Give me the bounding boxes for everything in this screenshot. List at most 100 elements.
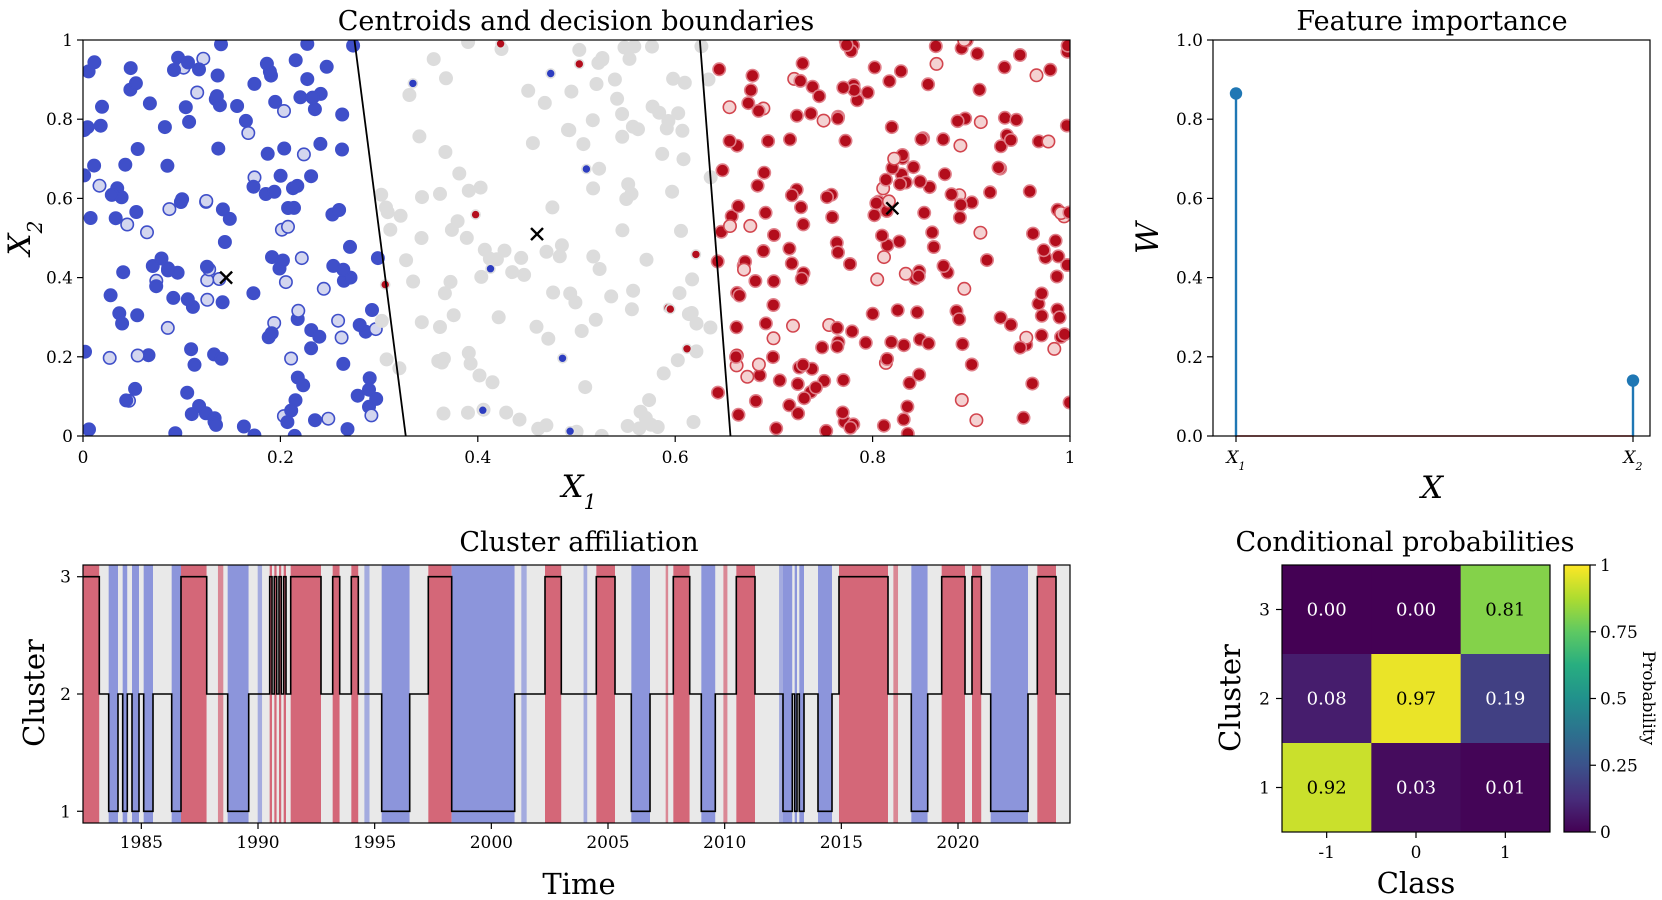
scatter-point (1057, 327, 1070, 342)
scatter-point (743, 83, 758, 98)
scatter-point (617, 40, 632, 55)
scatter-point (166, 290, 181, 305)
scatter-panel: Centroids and decision boundaries 0 0.2 0.… (2, 6, 1075, 514)
scatter-point (805, 79, 820, 94)
scatter-point (432, 319, 447, 334)
scatter-point (278, 275, 293, 290)
scatter-point (1047, 341, 1062, 356)
feature-importance-panel: Feature importance X1 X2 0.00.20.40.60.81… (1130, 6, 1651, 506)
scatter-point (437, 286, 452, 301)
scatter-point (586, 249, 601, 264)
scatter-point (497, 243, 512, 258)
scatter-point (432, 186, 447, 201)
scatter-point (180, 385, 195, 400)
centroid-marker (219, 270, 233, 285)
scatter-point (1003, 133, 1018, 148)
scatter-point (867, 60, 882, 75)
scatter-point (794, 271, 809, 286)
scatter-point (474, 269, 489, 284)
scatter-point (438, 145, 453, 160)
scatter-point (722, 219, 737, 234)
scatter-point (304, 341, 319, 356)
scatter-point (115, 316, 130, 331)
scatter-point (545, 68, 557, 79)
scatter-point (970, 46, 985, 61)
stem-x-label: X (1419, 470, 1445, 506)
scatter-point (1052, 310, 1067, 325)
heatmap-cell-label: 0.92 (1307, 778, 1347, 799)
heatmap-cell-label: 0.01 (1485, 778, 1525, 799)
scatter-point (997, 110, 1012, 125)
scatter-point (925, 225, 940, 240)
scatter-y-ticks: 0 0.2 0.4 0.6 0.8 1 (46, 31, 83, 447)
scatter-point (589, 77, 604, 92)
class-band (631, 565, 650, 823)
class-band (171, 565, 181, 823)
scatter-point (1060, 40, 1070, 53)
scatter-point (545, 200, 560, 215)
scatter-point (123, 61, 138, 76)
scatter-point (964, 357, 979, 372)
scatter-point (87, 55, 102, 70)
scatter-point (957, 281, 972, 296)
class-band (83, 565, 100, 823)
scatter-point (748, 273, 763, 288)
scatter-point (624, 302, 639, 317)
centroid-stroke (219, 270, 233, 285)
y-tick-label: 3 (1259, 601, 1270, 621)
scatter-point (588, 312, 603, 327)
scatter-point (178, 100, 193, 115)
affiliation-title: Cluster affiliation (459, 527, 698, 558)
scatter-point (277, 141, 292, 156)
scatter-point (677, 75, 692, 90)
heatmap-x-ticks: -1 0 1 (1318, 832, 1511, 863)
x-tick-label: 0.4 (464, 448, 491, 468)
scatter-point (332, 203, 347, 218)
scatter-point (184, 407, 199, 422)
heatmap-cell (1282, 743, 1372, 833)
scatter-point (928, 40, 943, 54)
scatter-point (346, 40, 361, 53)
scatter-point (236, 419, 251, 434)
scatter-point (681, 343, 693, 355)
scatter-point (876, 418, 891, 433)
scatter-point (160, 320, 175, 335)
x-tick-label: 1995 (353, 833, 396, 853)
scatter-point (973, 115, 988, 130)
x-tick-label: 0 (78, 448, 89, 468)
scatter-point (562, 123, 577, 138)
scatter-point (782, 398, 797, 413)
decision-boundary-line (698, 40, 732, 436)
scatter-point (772, 373, 787, 388)
y-tick-label: 0.2 (46, 348, 73, 368)
scatter-point (972, 82, 987, 97)
scatter-point (336, 262, 351, 277)
scatter-point (912, 367, 927, 382)
scatter-point (267, 184, 282, 199)
scatter-point (973, 225, 988, 240)
scatter-point (632, 421, 647, 436)
scatter-point (645, 40, 659, 54)
x-tick-label: 0.8 (859, 448, 886, 468)
scatter-point (340, 422, 355, 436)
scatter-point (364, 408, 379, 423)
scatter-point (887, 151, 902, 166)
scatter-point (675, 123, 690, 138)
scatter-point (160, 158, 175, 173)
scatter-point (896, 412, 911, 427)
scatter-point (914, 132, 929, 147)
scatter-point (900, 399, 915, 414)
x-tick-label: X1 (1224, 448, 1245, 473)
scatter-point (758, 205, 773, 220)
scatter-point (672, 286, 687, 301)
scatter-point (953, 138, 968, 153)
scatter-point (505, 265, 520, 280)
stem-title: Feature importance (1296, 6, 1567, 37)
scatter-point (83, 211, 98, 226)
colorbar-tick-label: 0.75 (1600, 623, 1638, 643)
affiliation-x-ticks: 1985 1990 1995 2000 2005 2010 2015 2020 (120, 823, 980, 853)
scatter-point (1019, 330, 1034, 345)
scatter-point (273, 168, 288, 183)
y-tick-label: 0.2 (1176, 348, 1203, 368)
stem-marks (1229, 87, 1640, 437)
